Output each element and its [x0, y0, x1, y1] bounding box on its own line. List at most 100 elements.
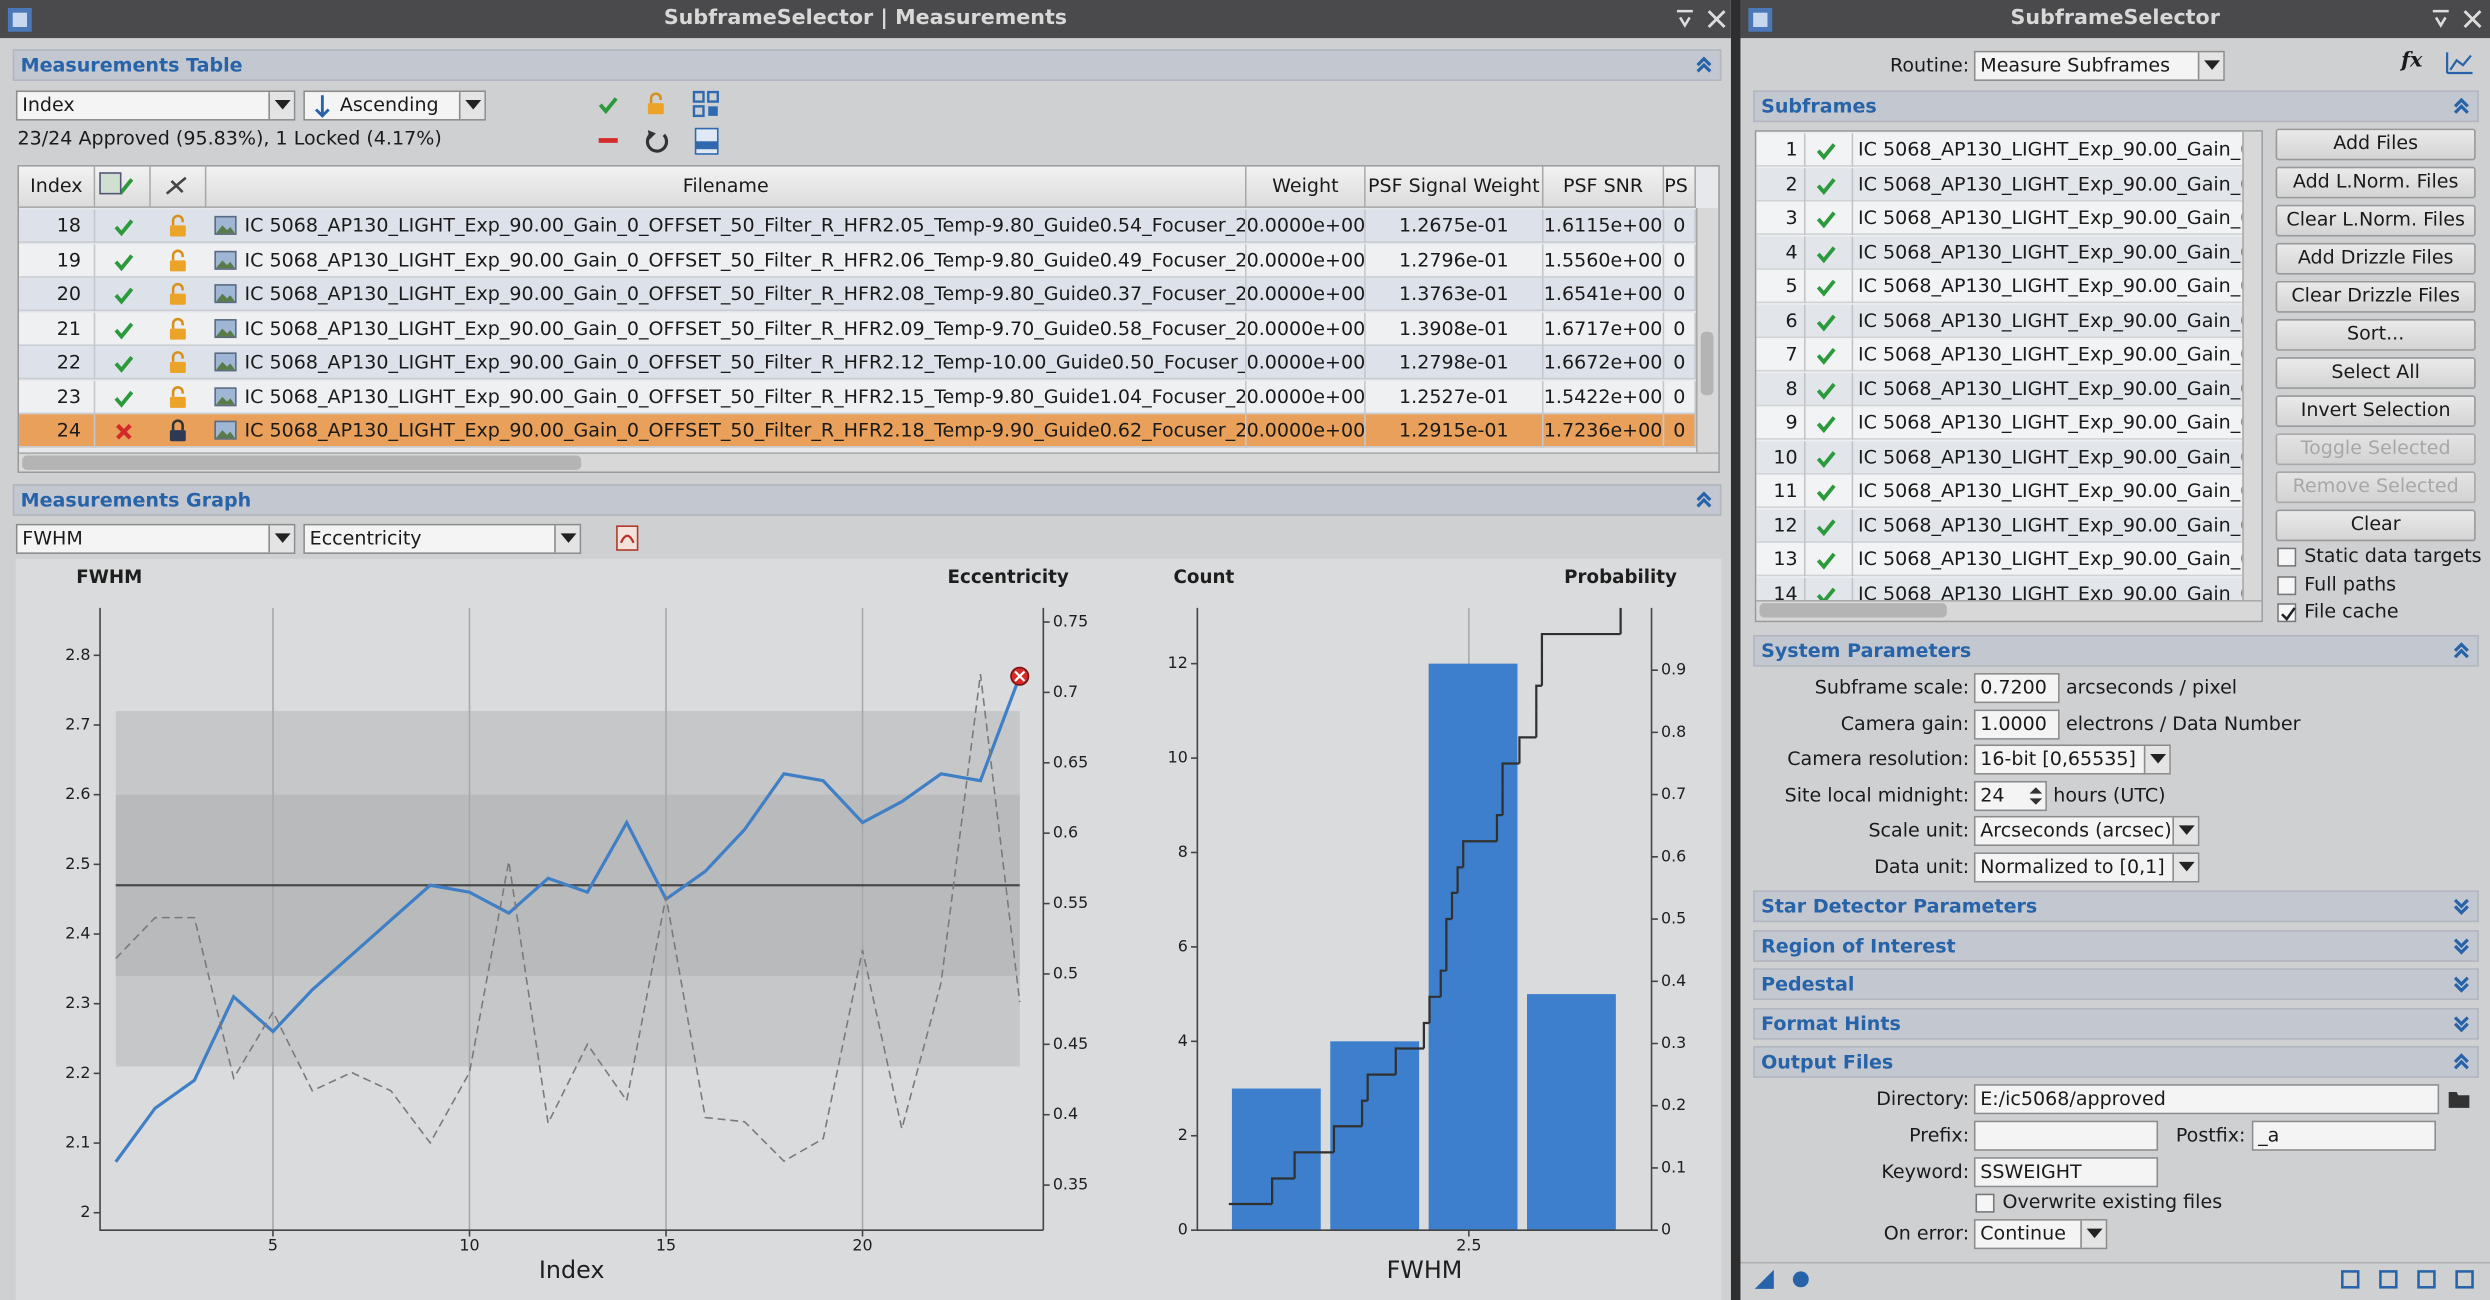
tool-icon[interactable] [2341, 1270, 2360, 1289]
v-scroll-thumb[interactable] [1700, 331, 1714, 396]
window-buttons[interactable] [2432, 9, 2487, 29]
folder-icon[interactable] [2448, 1089, 2471, 1108]
table-row[interactable]: 20 IC 5068_AP130_LIGHT_Exp_90.00_Gain_0_O… [19, 277, 1696, 312]
table-row[interactable]: 21 IC 5068_AP130_LIGHT_Exp_90.00_Gain_0_O… [19, 311, 1696, 346]
subframe-item[interactable]: 9 IC 5068_AP130_LIGHT_Exp_90.00_Gain_0_OF [1756, 406, 2243, 440]
checkbox[interactable] [2277, 547, 2297, 567]
subframe-item[interactable]: 10 IC 5068_AP130_LIGHT_Exp_90.00_Gain_0_O… [1756, 440, 2243, 474]
expand-up-icon[interactable] [2452, 97, 2471, 116]
h-scroll-thumb[interactable] [22, 455, 582, 470]
section-header[interactable]: Region of Interest [1753, 929, 2479, 962]
apply-global-icon[interactable] [1791, 1270, 1810, 1289]
column-header[interactable]: PSF Signal Weight [1365, 166, 1544, 208]
button[interactable]: Sort... [2275, 319, 2476, 351]
expand-down-icon[interactable] [2452, 975, 2471, 994]
checkbox-label[interactable]: File cache [2304, 599, 2399, 623]
graph-icon[interactable] [2446, 52, 2473, 75]
select-icon[interactable] [692, 90, 719, 118]
button[interactable]: Add Files [2275, 128, 2476, 161]
section-header[interactable]: Star Detector Parameters [1753, 890, 2479, 923]
subframe-item[interactable]: 2 IC 5068_AP130_LIGHT_Exp_90.00_Gain_0_OF [1756, 167, 2243, 201]
edit-field[interactable]: 0.7200 [1973, 673, 2060, 704]
combo-button[interactable] [268, 525, 294, 553]
keyword-field[interactable]: SSWEIGHT [1973, 1157, 2159, 1188]
subframe-item[interactable]: 13 IC 5068_AP130_LIGHT_Exp_90.00_Gain_0_O… [1756, 542, 2243, 577]
expand-up-icon[interactable] [1694, 490, 1713, 509]
subframe-item[interactable]: 7 IC 5068_AP130_LIGHT_Exp_90.00_Gain_0_OF [1756, 338, 2243, 372]
expand-up-icon[interactable] [2452, 1052, 2471, 1071]
column-header[interactable]: PS [1664, 166, 1696, 208]
combo-button[interactable] [458, 92, 485, 120]
expand-up-icon[interactable] [1694, 56, 1713, 75]
edit-field[interactable]: 1.0000 [1973, 708, 2060, 740]
export-pdf-icon[interactable] [616, 525, 639, 551]
button[interactable]: Add L.Norm. Files [2275, 166, 2476, 199]
expression-icon[interactable]: fx [2401, 49, 2423, 74]
combo-button[interactable] [268, 92, 294, 120]
expand-up-icon[interactable] [2452, 641, 2471, 660]
column-header[interactable]: PSF SNR [1543, 166, 1665, 208]
directory-field[interactable]: E:/ic5068/approved [1973, 1084, 2440, 1115]
column-header[interactable]: Index [19, 166, 96, 208]
expand-down-icon[interactable] [2452, 1013, 2471, 1032]
subframe-item[interactable]: 6 IC 5068_AP130_LIGHT_Exp_90.00_Gain_0_OF [1756, 303, 2243, 338]
h-scroll-thumb[interactable] [1759, 603, 1947, 618]
section-header[interactable]: Measurements Graph [12, 484, 1722, 516]
subframe-item[interactable]: 12 IC 5068_AP130_LIGHT_Exp_90.00_Gain_0_O… [1756, 508, 2243, 543]
sort-order-combo[interactable]: Ascending [303, 90, 486, 121]
button[interactable]: Add Drizzle Files [2275, 242, 2476, 275]
section-header[interactable]: Subframes [1753, 90, 2479, 123]
section-header[interactable]: Measurements Table [12, 49, 1722, 81]
checkbox-label[interactable]: Static data targets [2304, 544, 2482, 567]
combo-field[interactable]: Arcseconds (arcsec) [1973, 816, 2200, 847]
column-header[interactable]: Filename [206, 166, 1247, 208]
export-csv-icon[interactable] [694, 127, 719, 155]
reset-icon[interactable] [645, 129, 670, 154]
window-buttons[interactable] [1676, 9, 1731, 29]
button[interactable]: Select All [2275, 357, 2476, 389]
section-header[interactable]: Output Files [1753, 1046, 2479, 1078]
button[interactable]: Clear L.Norm. Files [2275, 204, 2476, 237]
combo-field[interactable]: 16-bit [0,65535] [1973, 744, 2171, 775]
sort-property-combo[interactable]: Index [15, 90, 296, 121]
section-header[interactable]: Format Hints [1753, 1007, 2479, 1039]
v-scrollbar[interactable] [2242, 131, 2262, 600]
subframe-item[interactable]: 1 IC 5068_AP130_LIGHT_Exp_90.00_Gain_0_OF [1756, 133, 2243, 167]
tool-icon[interactable] [2417, 1270, 2436, 1289]
section-header[interactable]: Pedestal [1753, 968, 2479, 1000]
subframe-item[interactable]: 11 IC 5068_AP130_LIGHT_Exp_90.00_Gain_0_O… [1756, 474, 2243, 508]
on-error-combo[interactable]: Continue [1973, 1219, 2108, 1250]
y-property-combo[interactable]: Eccentricity [303, 523, 582, 554]
combo-field[interactable]: Normalized to [0,1] [1973, 852, 2200, 883]
unapprove-icon[interactable] [597, 130, 619, 152]
subframe-item[interactable]: 5 IC 5068_AP130_LIGHT_Exp_90.00_Gain_0_OF [1756, 269, 2243, 304]
checkbox-label[interactable]: Overwrite existing files [2002, 1190, 2223, 1213]
button[interactable]: Clear [2275, 509, 2476, 542]
combo-button[interactable] [2080, 1220, 2106, 1248]
table-row[interactable]: 19 IC 5068_AP130_LIGHT_Exp_90.00_Gain_0_O… [19, 243, 1696, 277]
expand-down-icon[interactable] [2452, 897, 2471, 916]
new-instance-icon[interactable] [1754, 1269, 1774, 1289]
prefix-field[interactable] [1973, 1120, 2159, 1151]
column-header[interactable]: Weight [1246, 166, 1366, 208]
checkbox[interactable] [2277, 575, 2297, 595]
subframe-item[interactable]: 4 IC 5068_AP130_LIGHT_Exp_90.00_Gain_0_OF [1756, 235, 2243, 270]
table-row[interactable]: 18 IC 5068_AP130_LIGHT_Exp_90.00_Gain_0_O… [19, 209, 1696, 243]
spin-field[interactable]: 24 [1973, 780, 2047, 811]
subframe-item[interactable]: 3 IC 5068_AP130_LIGHT_Exp_90.00_Gain_0_OF [1756, 201, 2243, 235]
tool-icon[interactable] [2379, 1270, 2398, 1289]
checkbox[interactable] [1975, 1193, 1995, 1213]
section-header[interactable]: System Parameters [1753, 634, 2479, 667]
table-row[interactable]: 22 IC 5068_AP130_LIGHT_Exp_90.00_Gain_0_O… [19, 346, 1696, 380]
combo-button[interactable] [2172, 818, 2198, 846]
combo-button[interactable] [2197, 52, 2224, 80]
table-row[interactable]: 23 IC 5068_AP130_LIGHT_Exp_90.00_Gain_0_O… [19, 380, 1696, 414]
checkbox-label[interactable]: Full paths [2304, 572, 2397, 595]
spin-arrows[interactable] [2029, 785, 2043, 806]
button[interactable]: Invert Selection [2275, 395, 2476, 427]
checkbox[interactable] [2277, 603, 2297, 623]
button[interactable]: Clear Drizzle Files [2275, 280, 2476, 313]
tool-icon[interactable] [2455, 1270, 2474, 1289]
table-row[interactable]: 24 IC 5068_AP130_LIGHT_Exp_90.00_Gain_0_O… [19, 414, 1696, 448]
combo-button[interactable] [554, 525, 580, 553]
